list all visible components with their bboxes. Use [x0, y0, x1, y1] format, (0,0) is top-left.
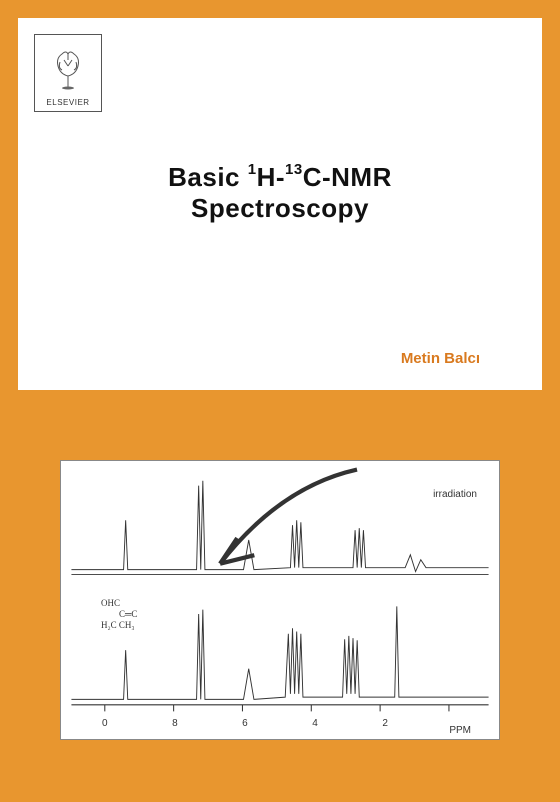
title-mid1: H- — [257, 162, 285, 192]
border-left — [0, 0, 18, 802]
title-prefix: Basic — [168, 162, 248, 192]
nmr-spectrum-panel: irradiation OHC C═ — [60, 460, 500, 740]
publisher-logo: ELSEVIER — [34, 34, 102, 112]
border-top — [0, 0, 560, 18]
title-line-1: Basic 1H-13C-NMR — [0, 162, 560, 193]
molecule-line-1: OHC — [101, 598, 137, 609]
title-sup2: 13 — [285, 161, 303, 178]
border-right — [542, 0, 560, 802]
spectrum-top: irradiation — [61, 461, 499, 590]
molecule-line-2: C═C — [101, 609, 137, 620]
author-name: Metin Balcı — [401, 350, 480, 367]
cover-orange-block: irradiation OHC C═ — [18, 390, 542, 784]
molecule-line-3: H₂C CH₃ — [101, 620, 137, 631]
axis-unit: PPM — [449, 725, 471, 736]
axis-tick: 4 — [312, 718, 318, 729]
axis-tick: 6 — [242, 718, 248, 729]
title-sup1: 1 — [248, 161, 257, 178]
title-line-2: Spectroscopy — [0, 193, 560, 224]
book-title: Basic 1H-13C-NMR Spectroscopy — [0, 162, 560, 224]
publisher-name: ELSEVIER — [46, 98, 89, 107]
axis-tick: 0 — [102, 718, 108, 729]
axis-tick: 2 — [382, 718, 388, 729]
publisher-tree-icon — [48, 46, 88, 96]
spectrum-bottom: OHC C═C H₂C CH₃ 0 8 6 4 2 PPM — [61, 590, 499, 739]
border-bottom — [0, 784, 560, 802]
axis-tick: 8 — [172, 718, 178, 729]
x-axis: 0 8 6 4 2 — [61, 718, 499, 736]
irradiation-arrow-icon — [61, 461, 499, 589]
title-mid2: C-NMR — [303, 162, 392, 192]
molecule-structure: OHC C═C H₂C CH₃ — [101, 598, 137, 630]
